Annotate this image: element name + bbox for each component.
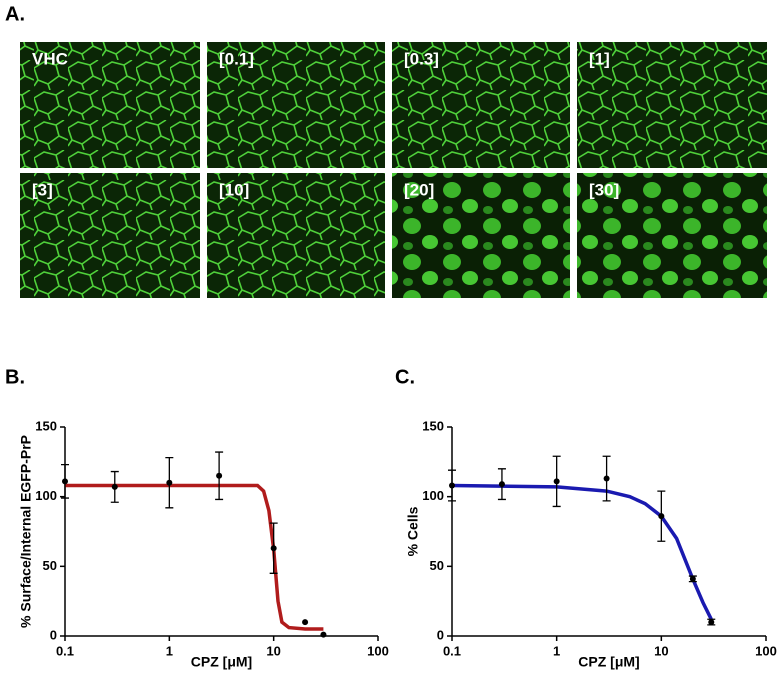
data-point — [708, 619, 715, 626]
micrograph — [392, 42, 570, 168]
data-point — [216, 472, 223, 479]
fit-curve — [451, 483, 713, 621]
x-tick-label: 1 — [553, 643, 560, 658]
micrograph — [20, 173, 200, 298]
y-tick-label: 100 — [35, 488, 57, 503]
image-label: [0.1] — [219, 49, 254, 68]
y-axis-label: % Surface/Internal EGFP-PrP — [18, 435, 34, 628]
micrograph — [20, 42, 200, 168]
y-tick-label: 100 — [422, 488, 444, 503]
image-label: [10] — [219, 180, 249, 199]
data-point — [320, 631, 327, 638]
x-tick-label: 10 — [654, 643, 668, 658]
micrograph — [577, 173, 767, 298]
panel-label: C. — [395, 366, 415, 388]
data-point — [689, 575, 696, 582]
panel-label: A. — [5, 3, 25, 25]
x-tick-label: 1 — [166, 643, 173, 658]
y-tick-label: 50 — [430, 558, 444, 573]
panel-label: B. — [5, 366, 25, 388]
image-label: VHC — [32, 49, 68, 68]
x-tick-label: 0.1 — [56, 643, 74, 658]
x-tick-label: 0.1 — [443, 643, 461, 658]
data-point — [270, 545, 277, 552]
x-tick-label: 100 — [367, 643, 389, 658]
image-label: [3] — [32, 180, 53, 199]
image-label: [30] — [589, 180, 619, 199]
y-tick-label: 150 — [35, 418, 57, 433]
micrograph — [577, 42, 767, 168]
data-point — [166, 479, 173, 486]
image-label: [1] — [589, 49, 610, 68]
micrograph — [392, 173, 570, 298]
image-label: [20] — [404, 180, 434, 199]
x-tick-label: 100 — [755, 643, 777, 658]
data-point — [62, 478, 68, 485]
y-tick-label: 150 — [422, 418, 444, 433]
data-point — [302, 619, 309, 626]
fit-curve — [65, 483, 324, 631]
x-axis-label: CPZ [μM] — [191, 654, 252, 670]
x-axis-label: CPZ [μM] — [578, 654, 639, 670]
data-point — [498, 481, 505, 488]
data-point — [449, 482, 455, 489]
y-axis-label: % Cells — [405, 506, 421, 556]
data-point — [658, 513, 665, 520]
data-point — [553, 478, 560, 485]
y-tick-label: 0 — [50, 627, 57, 642]
data-point — [111, 483, 118, 490]
data-point — [603, 475, 610, 482]
micrograph — [207, 173, 385, 298]
image-label: [0.3] — [404, 49, 439, 68]
micrograph — [207, 42, 385, 168]
x-tick-label: 10 — [266, 643, 280, 658]
y-tick-label: 50 — [43, 558, 57, 573]
y-tick-label: 0 — [437, 627, 444, 642]
